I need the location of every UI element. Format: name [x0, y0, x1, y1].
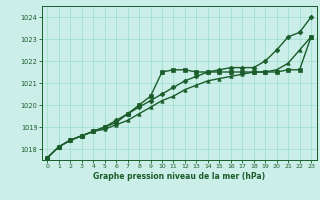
X-axis label: Graphe pression niveau de la mer (hPa): Graphe pression niveau de la mer (hPa): [93, 172, 265, 181]
